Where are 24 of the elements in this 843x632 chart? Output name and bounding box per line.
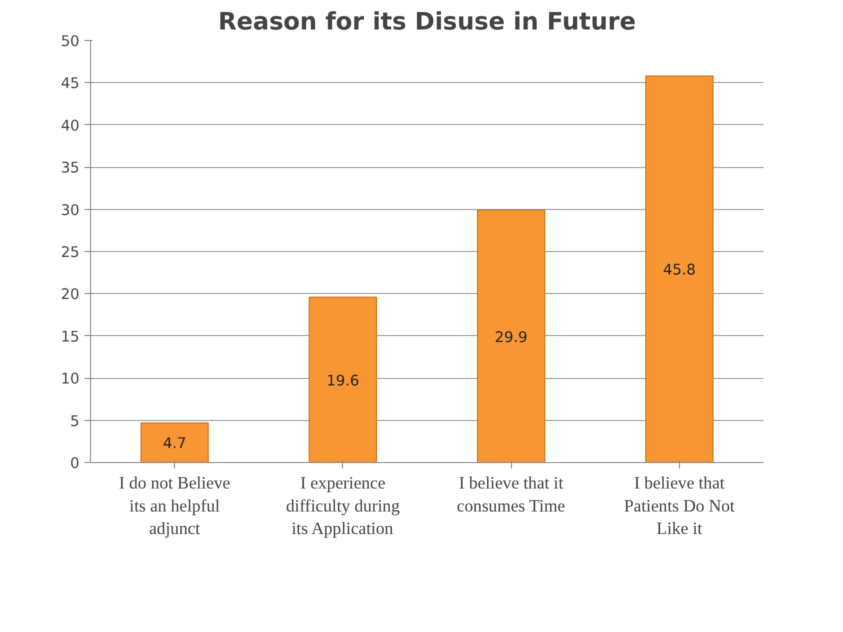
data-label: 29.9 xyxy=(494,328,528,346)
y-tick-label: 35 xyxy=(60,160,80,177)
y-tick-label: 20 xyxy=(60,286,80,304)
bar xyxy=(645,75,714,462)
y-tick-label: 25 xyxy=(60,244,80,261)
x-tick-label: I believe that Patients Do Not Like it xyxy=(624,474,735,538)
y-tick-label: 0 xyxy=(70,455,80,472)
y-tick-label: 15 xyxy=(60,328,80,346)
y-tick-label: 50 xyxy=(60,33,80,50)
y-tick-label: 30 xyxy=(60,202,80,219)
chart-title: Reason for its Disuse in Future xyxy=(218,8,636,36)
x-tick-label: I do not Believe its an helpful adjunct xyxy=(119,474,231,538)
bar xyxy=(476,210,546,462)
bar xyxy=(140,422,209,462)
data-label: 19.6 xyxy=(326,372,360,390)
y-tick-label: 10 xyxy=(60,370,80,388)
data-label: 45.8 xyxy=(663,262,696,279)
x-tick-label: I experience difficulty during its Application xyxy=(286,474,400,538)
bar xyxy=(308,296,378,462)
y-tick-label: 40 xyxy=(60,117,80,134)
data-label: 4.7 xyxy=(162,435,186,452)
y-tick-label: 5 xyxy=(70,412,80,430)
y-tick-label: 45 xyxy=(60,75,80,92)
x-tick-label: I believe that it consumes Time xyxy=(456,474,566,516)
